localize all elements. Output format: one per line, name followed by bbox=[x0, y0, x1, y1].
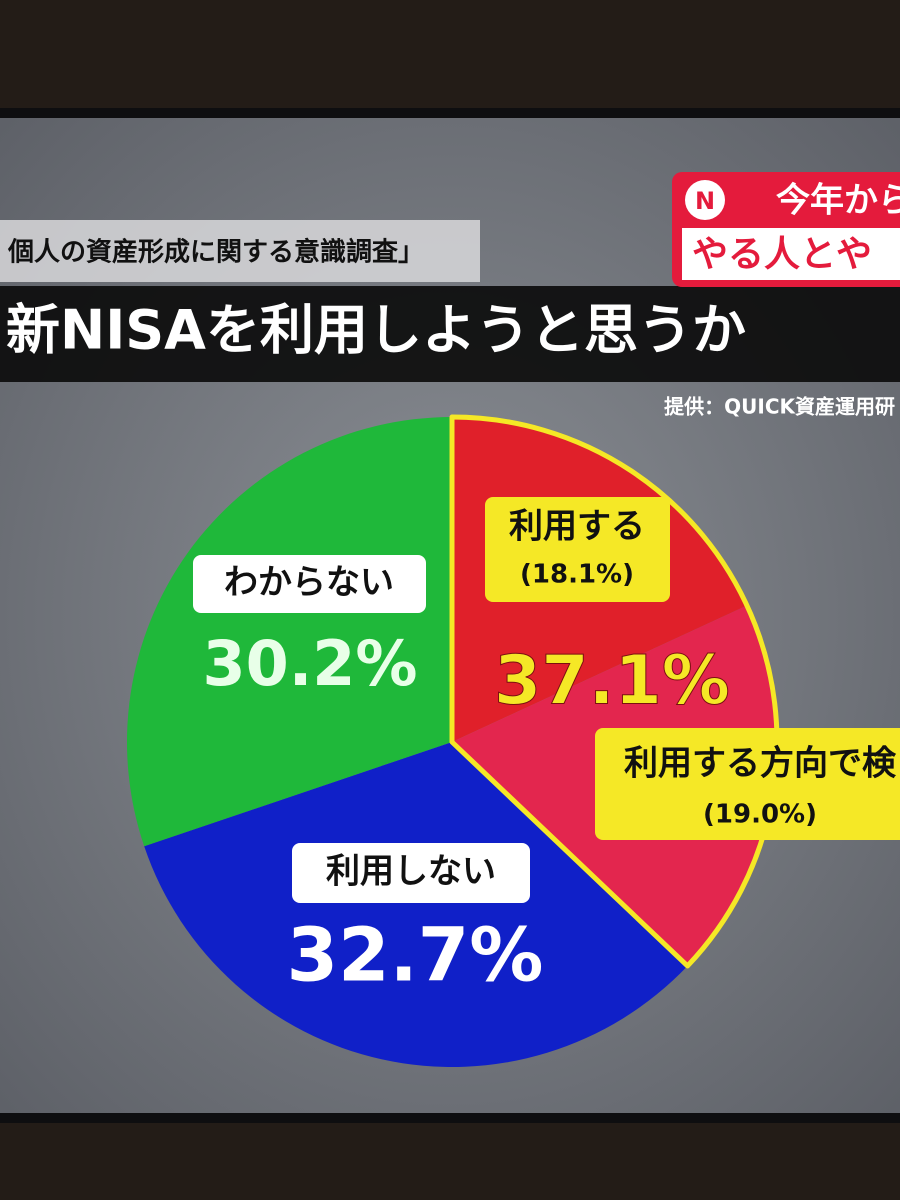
slice-label: 利用しない bbox=[326, 852, 496, 892]
label-box bbox=[485, 497, 670, 602]
value-label: (19.0%) bbox=[703, 800, 817, 830]
slice-label: わからない bbox=[224, 563, 394, 603]
label-box bbox=[292, 843, 530, 903]
value-label: 30.2% bbox=[202, 627, 417, 700]
label-box bbox=[193, 555, 426, 613]
subtitle: 個人の資産形成に関する意識調査」 bbox=[7, 237, 424, 268]
badge-logo: N bbox=[695, 187, 715, 215]
pie-slice bbox=[144, 742, 688, 1067]
group-value-label: 37.1% bbox=[494, 642, 730, 721]
pie-slice bbox=[126, 417, 452, 847]
badge-line2: やる人とや bbox=[692, 234, 872, 275]
value-label: 32.7% bbox=[287, 913, 544, 999]
source: 提供：QUICK資産運用研 bbox=[664, 395, 895, 419]
value-label: (18.1%) bbox=[520, 560, 634, 590]
badge-logo-circle bbox=[685, 180, 725, 220]
pie: 利用する (18.1%) 利用する方向で検 (19.0%) 利用しない 32.7% わからな… bbox=[126, 414, 900, 1067]
slice-label: 利用する bbox=[509, 507, 645, 547]
badge-line1: 今年から bbox=[776, 181, 900, 221]
subtitle-band bbox=[0, 220, 480, 282]
label-box bbox=[595, 728, 900, 840]
title-band bbox=[0, 286, 900, 382]
chart-title: 新NISAを利用しようと思うか bbox=[6, 299, 746, 362]
group-outline bbox=[449, 414, 780, 969]
slice-label: 利用する方向で検 bbox=[624, 744, 897, 784]
badge-inner bbox=[682, 228, 900, 280]
